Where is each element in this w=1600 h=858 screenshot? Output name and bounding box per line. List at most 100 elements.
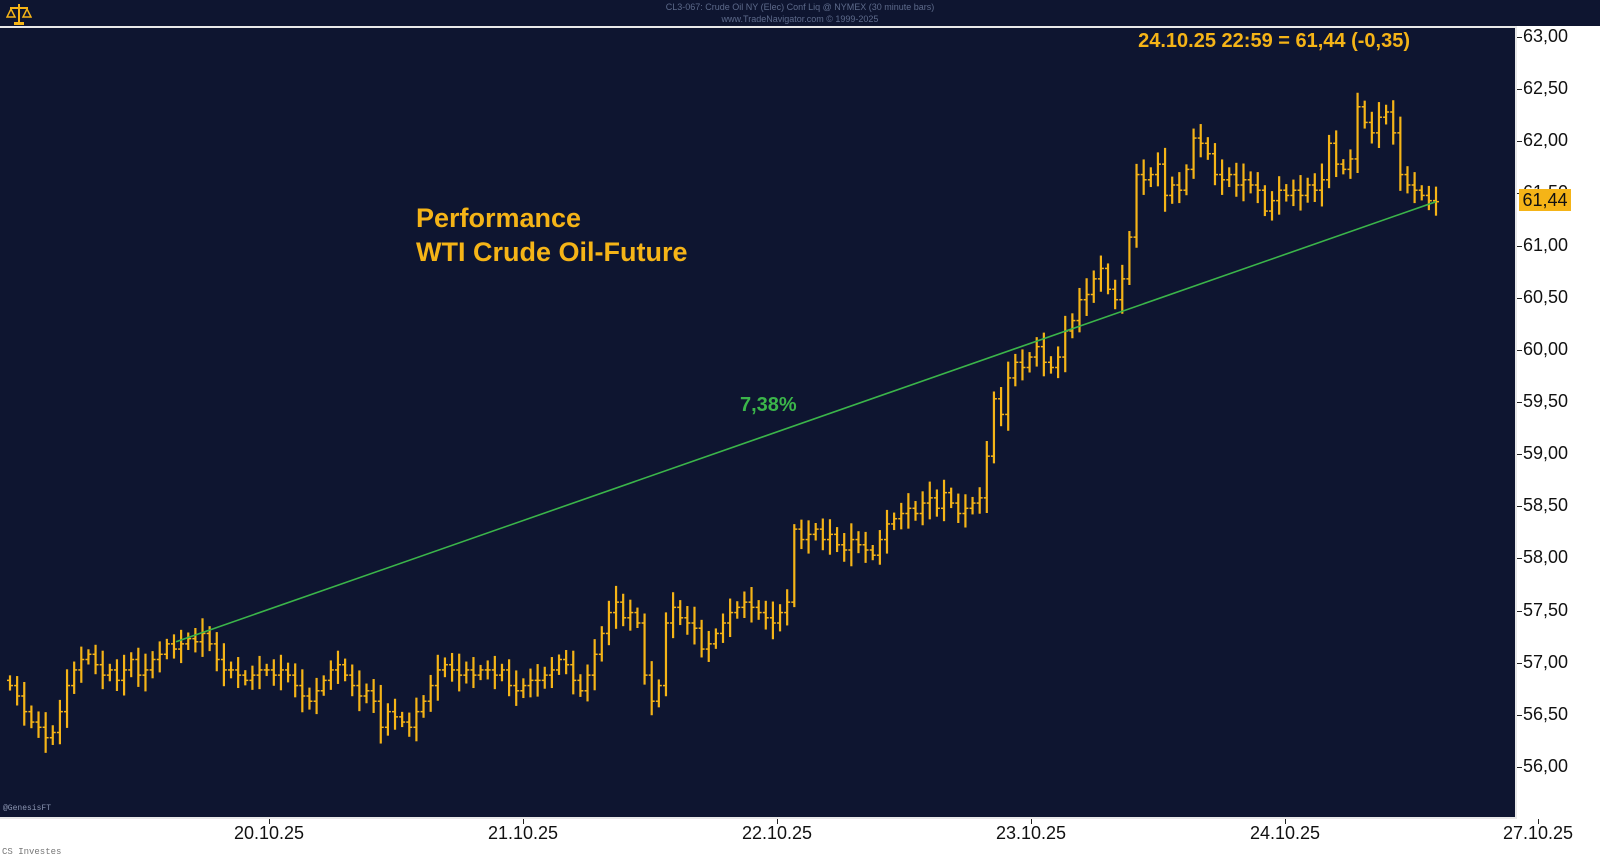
ohlc-bar: [926, 481, 933, 520]
ohlc-bar: [655, 679, 662, 708]
ohlc-bar: [349, 664, 356, 697]
ohlc-bar: [883, 509, 890, 554]
ohlc-bar: [99, 650, 106, 690]
ohlc-bar: [1105, 263, 1112, 295]
ohlc-bar: [1040, 332, 1047, 377]
ohlc-bar: [427, 674, 434, 712]
ohlc-bar: [670, 592, 677, 639]
ohlc-bar: [56, 699, 63, 745]
ohlc-bar: [1097, 255, 1104, 292]
last-quote-label: 24.10.25 22:59 = 61,44 (-0,35): [1138, 30, 1410, 52]
ohlc-bar: [42, 712, 49, 753]
ohlc-bar: [1361, 100, 1368, 129]
ohlc-bar: [613, 585, 620, 629]
ohlc-bar: [1062, 315, 1069, 373]
ohlc-bar: [1318, 163, 1325, 207]
ohlc-bar: [684, 606, 691, 635]
ohlc-bar: [441, 657, 448, 678]
ohlc-bar: [327, 660, 334, 690]
chart-title-line1: Performance: [416, 203, 582, 233]
ohlc-bar: [292, 663, 299, 698]
ohlc-bar: [1276, 176, 1283, 215]
ohlc-bar: [548, 657, 555, 689]
ohlc-bar: [1297, 175, 1304, 211]
ohlc-bar: [620, 593, 627, 627]
ohlc-bar: [1112, 279, 1119, 310]
y-tick-label: 57,50: [1523, 599, 1569, 620]
ohlc-bar: [1383, 104, 1390, 125]
y-tick-label: 61,00: [1523, 234, 1569, 255]
y-tick-label: 62,50: [1523, 78, 1569, 99]
y-tick-mark: [1517, 37, 1522, 38]
ohlc-bar: [891, 512, 898, 531]
y-tick-mark: [1517, 610, 1522, 612]
ohlc-bar: [242, 670, 249, 686]
price-chart: [7, 92, 1439, 753]
y-tick-label: 56,50: [1523, 703, 1569, 724]
ohlc-bar: [634, 607, 641, 629]
ohlc-bar: [677, 600, 684, 626]
y-tick-mark: [1517, 297, 1522, 299]
ohlc-bar: [577, 674, 584, 697]
ohlc-bar: [1140, 159, 1147, 195]
x-tick-mark: [777, 819, 778, 824]
ohlc-bar: [955, 493, 962, 524]
ohlc-bar: [406, 712, 413, 737]
ohlc-bar: [463, 661, 470, 684]
ohlc-bar: [826, 519, 833, 555]
ohlc-bar: [256, 655, 263, 690]
ohlc-bar: [591, 639, 598, 691]
y-tick-label: 58,50: [1523, 495, 1569, 516]
ohlc-bar: [413, 697, 420, 742]
ohlc-bar: [898, 502, 905, 530]
x-tick-mark: [523, 819, 524, 824]
y-tick-label: 57,00: [1523, 651, 1569, 672]
y-tick-mark: [1517, 349, 1522, 351]
scales-logo-icon: [6, 4, 32, 25]
ohlc-bar: [513, 670, 520, 706]
ohlc-bar: [1147, 167, 1154, 188]
ohlc-bar: [1076, 287, 1083, 333]
ohlc-bar: [213, 632, 220, 672]
x-tick-mark: [1538, 819, 1539, 824]
ohlc-bar: [113, 659, 120, 691]
ohlc-bar: [720, 613, 726, 643]
ohlc-bar: [498, 663, 505, 682]
ohlc-bar: [1233, 162, 1240, 197]
ohlc-bar: [235, 657, 242, 689]
ohlc-bar: [92, 644, 99, 675]
x-tick-label: 27.10.25: [1502, 823, 1574, 843]
ohlc-bar: [1254, 172, 1261, 204]
y-tick-label: 59,50: [1523, 391, 1569, 411]
x-tick-label: 24.10.25: [1249, 823, 1321, 843]
ohlc-bar: [627, 599, 634, 631]
x-tick-mark: [1031, 819, 1032, 824]
ohlc-bar: [1226, 167, 1233, 188]
ohlc-bar: [969, 496, 976, 515]
ohlc-bar: [384, 703, 391, 736]
ohlc-bar: [919, 491, 926, 526]
y-tick-mark: [1517, 558, 1522, 560]
y-tick-mark: [1517, 141, 1522, 143]
ohlc-bar: [228, 661, 235, 679]
ohlc-bar: [121, 654, 128, 696]
ohlc-bar: [434, 654, 441, 701]
ohlc-bar: [477, 664, 484, 681]
ohlc-bar: [1047, 356, 1054, 374]
ohlc-bar: [976, 487, 983, 514]
ohlc-bar: [1176, 172, 1183, 204]
footer-label: CS Investes: [2, 847, 62, 857]
ohlc-bar: [762, 600, 769, 630]
ohlc-bar: [541, 666, 548, 689]
ohlc-bar: [28, 705, 35, 729]
ohlc-bar: [605, 600, 612, 646]
y-tick-label: 58,00: [1523, 547, 1569, 568]
ohlc-bar: [748, 587, 755, 623]
ohlc-bar: [1304, 177, 1311, 203]
ohlc-bar: [1425, 185, 1432, 211]
y-tick-mark: [1517, 454, 1522, 456]
ohlc-bar: [876, 530, 883, 565]
ohlc-bar: [990, 391, 997, 464]
ohlc-bar: [277, 654, 284, 691]
current-price-marker: 61,44: [1519, 188, 1571, 211]
